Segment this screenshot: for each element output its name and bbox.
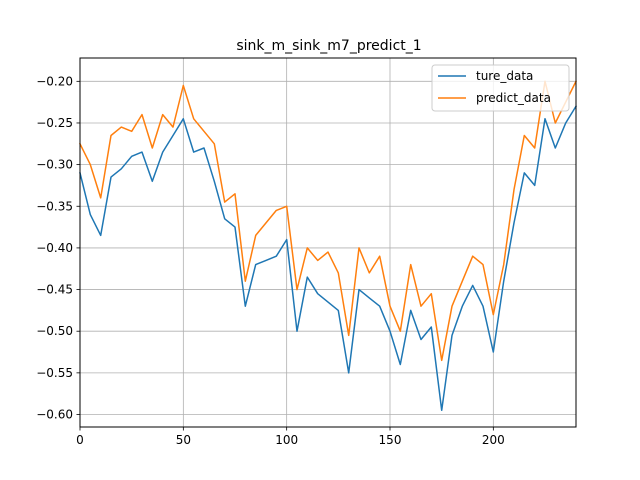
x-tick-label: 50 <box>176 433 191 447</box>
x-axis-ticks: 0 50 100 150 200 <box>76 427 505 447</box>
x-tick-label: 150 <box>379 433 402 447</box>
series-lines <box>78 80 578 412</box>
y-tick-label: −0.55 <box>36 366 73 380</box>
grid <box>79 58 576 427</box>
y-tick-label: −0.45 <box>36 283 73 297</box>
y-tick-label: −0.60 <box>36 408 73 422</box>
series-line-ture-data <box>79 105 578 412</box>
plot-frame <box>79 57 577 428</box>
y-tick-label: −0.20 <box>36 74 73 88</box>
legend: ture_data predict_data <box>431 64 570 112</box>
x-tick-label: 0 <box>76 433 84 447</box>
chart-title: sink_m_sink_m7_predict_1 <box>236 38 421 54</box>
y-tick-label: −0.30 <box>36 158 73 172</box>
y-axis-ticks: −0.60 −0.55 −0.50 −0.45 −0.40 −0.35 −0.30 −0.25… <box>36 74 80 422</box>
y-tick-label: −0.35 <box>36 199 73 213</box>
y-tick-label: −0.25 <box>36 116 73 130</box>
y-tick-label: −0.50 <box>36 324 73 338</box>
x-tick-label: 200 <box>482 433 505 447</box>
legend-label-predict-data: predict_data <box>476 91 551 105</box>
legend-label-ture-data: ture_data <box>476 69 533 83</box>
legend-box <box>431 64 570 112</box>
y-tick-label: −0.40 <box>36 241 73 255</box>
series-line-predict-data <box>78 80 578 362</box>
x-tick-label: 100 <box>275 433 298 447</box>
